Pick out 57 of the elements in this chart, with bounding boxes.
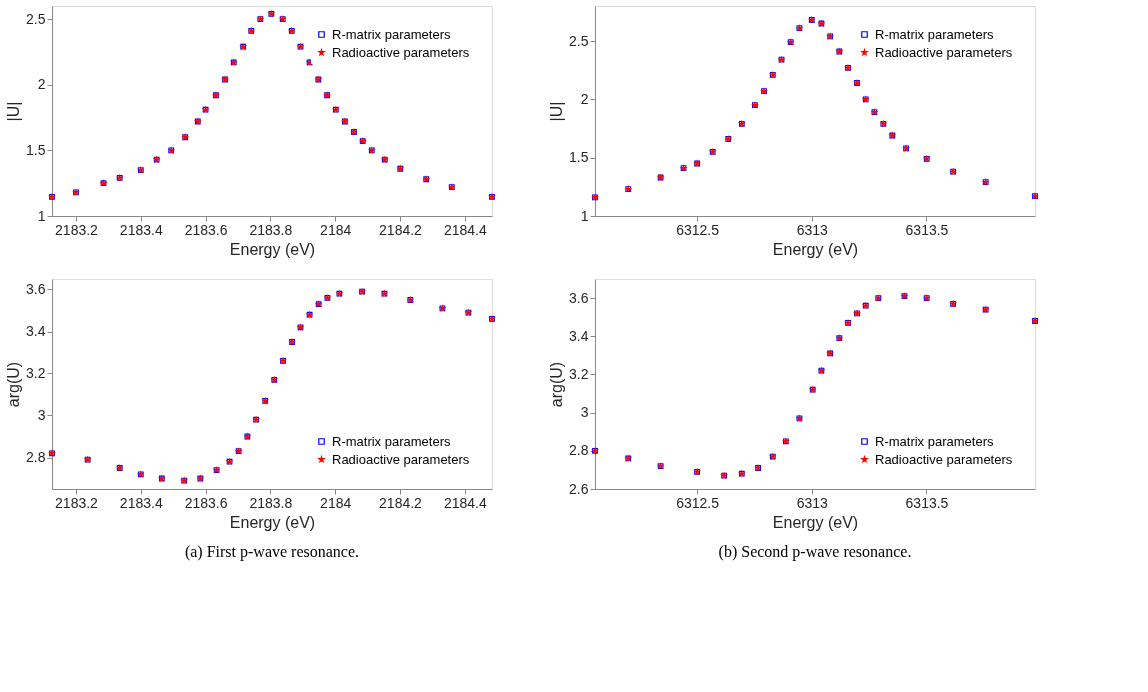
x-tick-label: 2183.6	[184, 494, 228, 511]
y-tick-label: 2.8	[26, 449, 46, 465]
y-tick-label: 3	[580, 404, 589, 421]
y-tick-label: 2.5	[26, 10, 46, 27]
x-tick-label: 2184	[320, 221, 352, 238]
x-tick-label: 2184.2	[379, 221, 423, 238]
x-tick-label: 2183.8	[249, 494, 293, 511]
y-tick-label: 3.4	[26, 323, 46, 339]
legend-label: Radioactive parameters	[332, 451, 470, 467]
y-tick-label: 3.6	[569, 289, 589, 306]
y-tick-label: 3.4	[569, 327, 589, 344]
y-tick-label: 2	[37, 76, 46, 93]
x-tick-label: 2184.4	[443, 494, 487, 511]
legend-label: Radioactive parameters	[875, 451, 1013, 467]
y-axis-title: arg(U)	[5, 361, 23, 408]
x-tick-label: 6313.5	[905, 221, 949, 238]
x-axis-title: Energy (eV)	[772, 513, 859, 531]
y-tick-label: 1.5	[26, 141, 46, 158]
y-tick-label: 3.6	[26, 281, 46, 297]
x-tick-label: 2184.2	[379, 494, 423, 511]
text: (a) First p-wave resonance.	[184, 543, 360, 561]
y-tick-label: 3.2	[26, 365, 46, 381]
x-tick-label: 2183.4	[119, 494, 163, 511]
x-tick-label: 2184	[320, 494, 352, 511]
x-tick-label: 2183.6	[184, 221, 228, 238]
y-axis-title: |U|	[5, 101, 23, 122]
x-tick-label: 2183.4	[119, 221, 163, 238]
x-tick-label: 2183.2	[55, 221, 99, 238]
y-axis-title: arg(U)	[548, 361, 566, 408]
x-axis-title: Energy (eV)	[772, 240, 859, 258]
legend-label: R-matrix parameters	[332, 433, 451, 449]
x-tick-label: 2183.2	[55, 494, 99, 511]
y-tick-label: 1	[37, 207, 46, 224]
x-axis-title: Energy (eV)	[229, 513, 316, 531]
legend-label: Radioactive parameters	[875, 44, 1013, 60]
x-tick-label: 2184.4	[443, 221, 487, 238]
legend-label: R-matrix parameters	[875, 433, 994, 449]
legend-label: Radioactive parameters	[332, 44, 470, 60]
legend-label: R-matrix parameters	[332, 26, 451, 42]
x-tick-label: 6313	[796, 494, 829, 511]
x-tick-label: 6313.5	[905, 494, 949, 511]
y-axis-title: |U|	[548, 101, 566, 122]
y-tick-label: 3	[37, 407, 46, 423]
x-tick-label: 6313	[796, 221, 829, 238]
x-tick-label: 6312.5	[676, 494, 720, 511]
x-tick-label: 2183.8	[249, 221, 293, 238]
legend-label: R-matrix parameters	[875, 26, 994, 42]
y-tick-label: 1.5	[569, 149, 589, 166]
y-tick-label: 3.2	[569, 365, 589, 382]
y-tick-label: 2	[580, 90, 589, 107]
text: (b) Second p-wave resonance.	[718, 543, 912, 561]
x-axis-title: Energy (eV)	[229, 240, 316, 258]
y-tick-label: 2.8	[569, 442, 589, 459]
x-tick-label: 6312.5	[676, 221, 720, 238]
y-tick-label: 2.6	[569, 480, 589, 497]
y-tick-label: 1	[580, 207, 589, 224]
y-tick-label: 2.5	[569, 32, 589, 49]
